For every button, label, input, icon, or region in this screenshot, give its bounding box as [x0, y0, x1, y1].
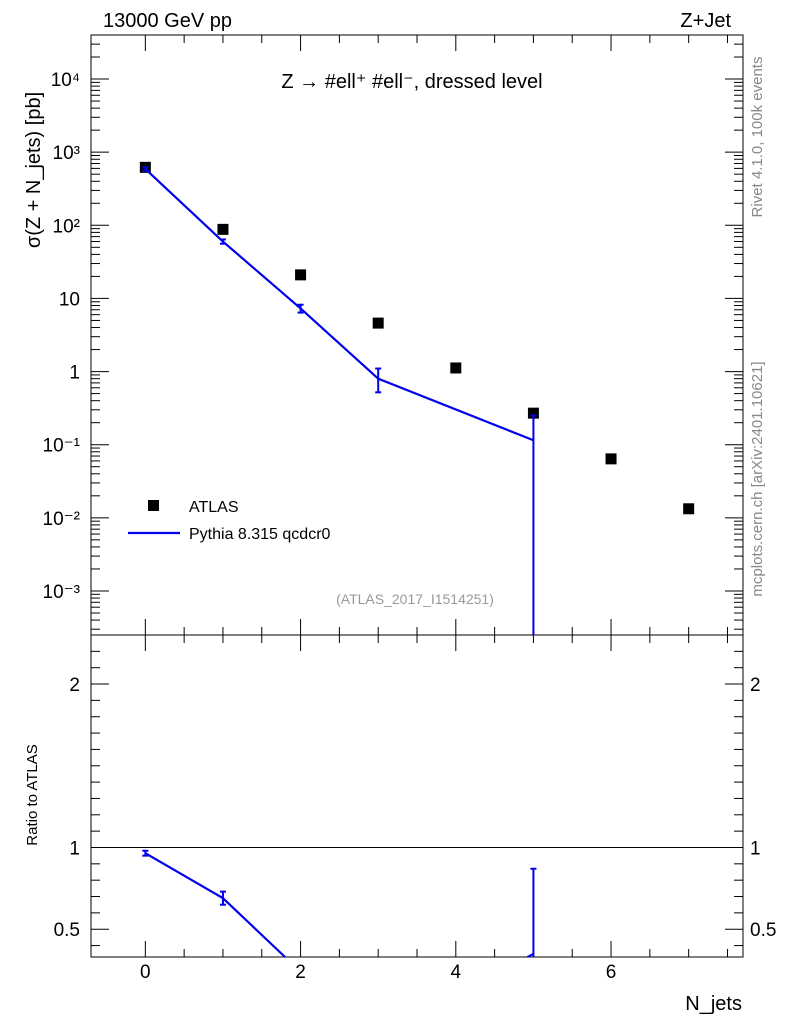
x-tick-label: 2: [295, 962, 306, 983]
atlas-point: [450, 362, 462, 374]
legend-atlas-marker: [148, 500, 159, 511]
legend: ATLAS Pythia 8.315 qcdcr0: [128, 499, 331, 543]
x-tick-label: 6: [606, 962, 617, 983]
ratio-tick-label: 2: [69, 675, 80, 696]
pythia-line: [144, 168, 534, 442]
atlas-point: [527, 407, 539, 419]
atlas-series: [139, 161, 695, 515]
main-plot-frame: [90, 34, 744, 636]
y-tick-label: 10³: [53, 143, 80, 164]
x-axis-title: N_jets: [685, 993, 742, 1015]
x-axis-ticks: [144, 35, 728, 957]
x-tick-label: 4: [451, 962, 462, 983]
x-tick-label: 0: [140, 962, 151, 983]
atlas-point: [295, 269, 307, 281]
atlas-point: [605, 453, 617, 465]
chart-title: Z → #ell⁺ #ell⁻, dressed level: [281, 71, 542, 93]
atlas-point: [217, 223, 229, 235]
y-tick-label: 10²: [53, 216, 80, 237]
analysis-label: (ATLAS_2017_I1514251): [336, 591, 494, 607]
ratio-series: [91, 846, 743, 958]
process-label: Z+Jet: [680, 10, 731, 32]
rivet-label: Rivet 4.1.0, 100k events: [749, 57, 766, 218]
ratio-tick-label-right: 1: [750, 838, 761, 859]
y-axis-title: σ(Z + N_jets) [pb]: [23, 92, 45, 248]
y-tick-label: 1: [69, 363, 80, 384]
ratio-tick-label: 1: [69, 838, 80, 859]
ratio-pythia-segment: [526, 952, 534, 958]
energy-label: 13000 GeV pp: [103, 10, 232, 32]
ratio-tick-label: 0.5: [54, 920, 80, 941]
atlas-point: [683, 503, 695, 515]
y-tick-label: 10⁻³: [43, 582, 81, 603]
y-tick-label: 10⁻¹: [43, 436, 81, 457]
y-tick-label: 10⁻²: [43, 509, 81, 530]
source-label: mcplots.cern.ch [arXiv:2401.10621]: [749, 361, 766, 596]
ratio-y-ticks: [91, 650, 743, 947]
y-tick-label: 10: [59, 289, 80, 310]
pythia-series: [142, 166, 537, 635]
ratio-plot-frame: [90, 634, 744, 958]
y-tick-label: 10⁴: [51, 70, 80, 91]
legend-pythia-label: Pythia 8.315 qcdcr0: [189, 526, 331, 543]
ratio-axis-title: Ratio to ATLAS: [24, 744, 41, 845]
ratio-tick-label-right: 0.5: [750, 920, 776, 941]
atlas-point: [372, 317, 384, 329]
legend-atlas-label: ATLAS: [189, 499, 239, 516]
ratio-tick-label-right: 2: [750, 675, 761, 696]
ratio-pythia-line: [144, 852, 286, 958]
y-axis-ticks: [91, 34, 743, 630]
